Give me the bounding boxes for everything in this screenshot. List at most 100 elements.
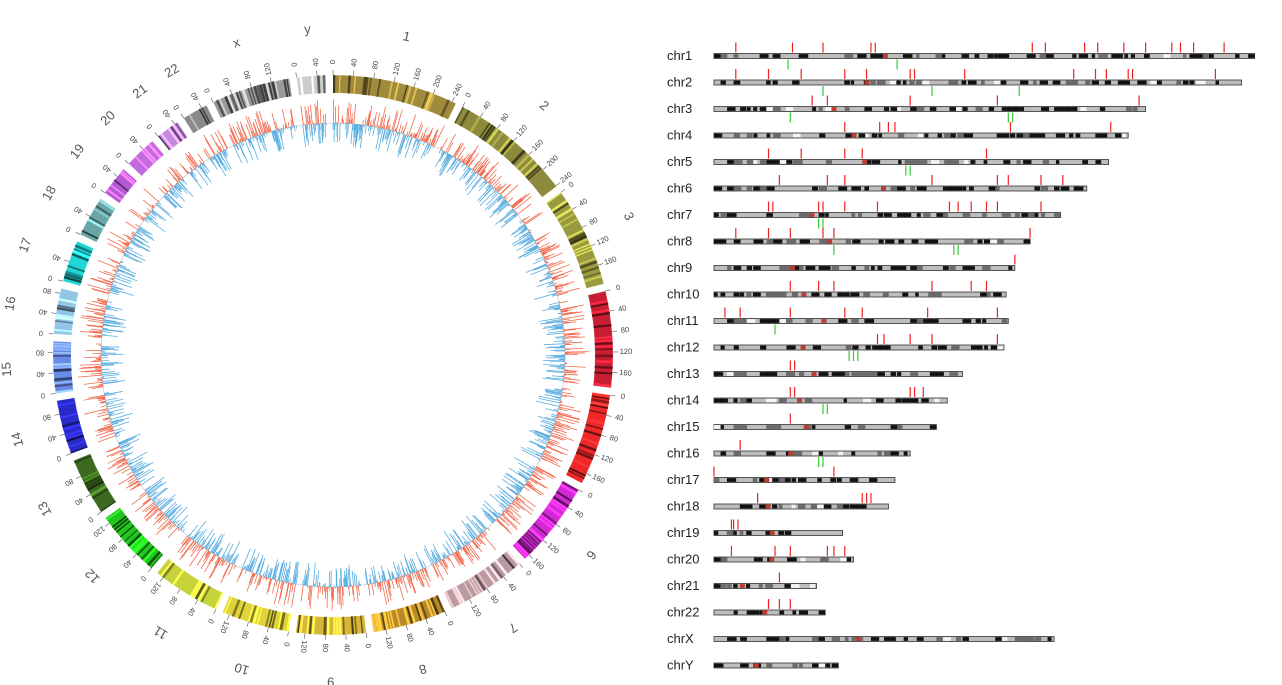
track-bar xyxy=(408,560,414,573)
track-bar xyxy=(252,121,259,136)
track-bar xyxy=(498,202,509,212)
track-bar xyxy=(516,491,520,494)
karyogram-band xyxy=(914,398,919,403)
track-bar xyxy=(217,130,228,149)
karyogram-row-chr19[interactable]: chr19 xyxy=(667,519,844,541)
track-bar xyxy=(194,539,197,542)
karyogram-row-chr6[interactable]: chr6 xyxy=(667,175,1088,196)
karyogram-row-chr10[interactable]: chr10 xyxy=(667,281,1007,302)
karyogram-row-chr17[interactable]: chr17 xyxy=(667,466,896,488)
track-bar xyxy=(102,327,108,330)
ring-band xyxy=(54,319,74,324)
track-bar xyxy=(547,441,569,451)
track-bar xyxy=(371,583,375,596)
karyogram-band xyxy=(865,160,872,164)
track-bar xyxy=(477,535,486,546)
karyogram-row-chr4[interactable]: chr4 xyxy=(667,122,1129,143)
ring-band xyxy=(286,613,292,632)
track-bar xyxy=(159,512,164,516)
ring-tick-label: 0 xyxy=(171,103,181,111)
karyogram-row-chr15[interactable]: chr15 xyxy=(667,413,937,435)
karyogram-row-chr11[interactable]: chr11 xyxy=(667,307,1009,335)
karyogram-row-chr21[interactable]: chr21 xyxy=(667,572,817,594)
track-bar xyxy=(225,553,230,561)
karyogram-band xyxy=(843,398,847,403)
karyogram-band xyxy=(929,319,939,323)
track-bar xyxy=(302,124,307,148)
track-bars xyxy=(203,130,232,177)
track-bar xyxy=(172,187,176,192)
track-bar xyxy=(517,223,525,230)
ring-band xyxy=(70,445,88,454)
karyogram-band xyxy=(995,637,1003,641)
track-bar xyxy=(113,465,130,475)
ring-tick xyxy=(469,599,473,604)
karyogram-row-chr1[interactable]: chr1 xyxy=(667,42,1256,70)
karyogram-row-chr9[interactable]: chr9 xyxy=(667,254,1016,276)
karyogram-band xyxy=(845,133,853,138)
ring-chromosome-y[interactable]: 0 40y xyxy=(290,21,327,96)
track-bar xyxy=(426,144,433,155)
track-bars xyxy=(105,433,155,491)
karyogram-row-chrX[interactable]: chrX xyxy=(667,631,1055,646)
karyogram-row-chr20[interactable]: chr20 xyxy=(667,546,854,567)
track-bar xyxy=(366,120,369,126)
track-bar xyxy=(543,359,565,362)
karyogram-row-chr7[interactable]: chr7 xyxy=(667,201,1062,229)
track-bar xyxy=(120,260,123,263)
ring-chromosome-4[interactable]: 040801201604 xyxy=(587,283,640,389)
track-bar xyxy=(527,480,532,484)
track-bar xyxy=(530,440,546,449)
karyogram-row-chr5[interactable]: chr5 xyxy=(667,148,1109,176)
karyogram-band xyxy=(981,80,985,85)
karyogram-row-chr13[interactable]: chr13 xyxy=(667,360,963,382)
karyogram-row-chr8[interactable]: chr8 xyxy=(667,228,1031,255)
karyogram-row-chr3[interactable]: chr3 xyxy=(667,95,1147,123)
karyogram-row-chr22[interactable]: chr22 xyxy=(667,599,826,620)
track-bar xyxy=(312,562,316,587)
track-bar xyxy=(538,395,561,401)
karyogram-row-chr14[interactable]: chr14 xyxy=(667,387,948,414)
karyogram-band xyxy=(759,54,769,58)
track-bar xyxy=(254,119,261,135)
karyogram-row-chrY[interactable]: chrY xyxy=(667,658,839,673)
karyogram-band xyxy=(1235,54,1240,58)
track-bar xyxy=(112,458,126,466)
ring-tick-label: 0 xyxy=(615,283,621,293)
track-bar xyxy=(84,307,106,312)
karyogram-row-chr18[interactable]: chr18 xyxy=(667,493,889,514)
track-bar xyxy=(511,193,528,208)
track-bar xyxy=(504,472,525,487)
ring-tick xyxy=(606,415,612,417)
track-bar xyxy=(103,319,125,324)
karyogram-band xyxy=(799,266,804,270)
ring-tick xyxy=(213,609,217,614)
karyogram-row-chr12[interactable]: chr12 xyxy=(667,334,1005,361)
karyogram-row-chr2[interactable]: chr2 xyxy=(667,69,1242,96)
karyogram-row-chr16[interactable]: chr16 xyxy=(667,440,911,467)
track-bar xyxy=(247,564,251,571)
track-bar xyxy=(412,139,421,158)
